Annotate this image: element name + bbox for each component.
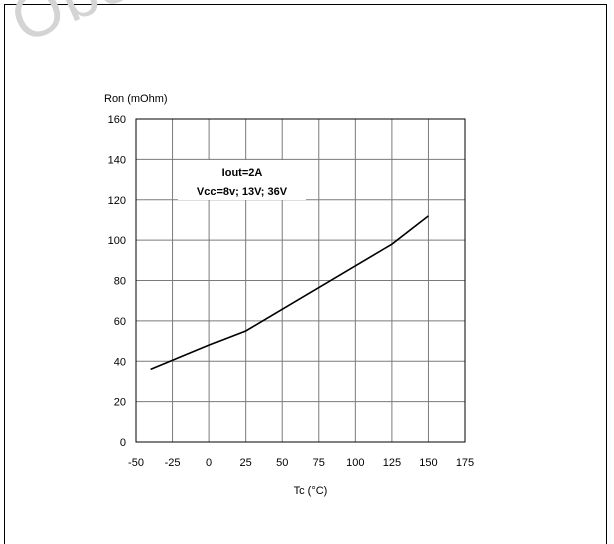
x-axis-tick-labels: -50 -25 0 25 50 75 100 125 150 175 xyxy=(128,457,474,469)
y-axis-label: Ron (mOhm) xyxy=(104,93,168,105)
series-line xyxy=(150,215,429,371)
annotation-box: Iout=2A Vcc=8v; 13V; 36V xyxy=(178,160,306,200)
x-tick-label: 50 xyxy=(276,457,288,469)
grid-lines xyxy=(136,119,465,442)
y-tick-label: 20 xyxy=(114,397,126,409)
x-tick-label: 0 xyxy=(206,457,212,469)
x-tick-label: 100 xyxy=(346,457,364,469)
x-tick-label: -50 xyxy=(128,457,144,469)
x-tick-label: 125 xyxy=(383,457,401,469)
y-tick-label: 100 xyxy=(108,235,126,247)
x-tick-label: -25 xyxy=(165,457,181,469)
y-tick-label: 80 xyxy=(114,276,126,288)
data-series xyxy=(150,215,429,371)
y-tick-label: 40 xyxy=(114,356,126,368)
x-axis-label: Tc (°C) xyxy=(294,485,328,497)
annotation-line-2: Vcc=8v; 13V; 36V xyxy=(197,186,288,198)
x-tick-label: 175 xyxy=(456,457,474,469)
figure-frame xyxy=(4,4,607,544)
annotation-line-1: Iout=2A xyxy=(222,167,263,179)
y-tick-label: 160 xyxy=(108,114,126,126)
x-tick-label: 150 xyxy=(419,457,437,469)
y-tick-label: 120 xyxy=(108,195,126,207)
y-tick-label: 0 xyxy=(120,437,126,449)
x-tick-label: 75 xyxy=(313,457,325,469)
y-tick-label: 60 xyxy=(114,316,126,328)
y-tick-label: 140 xyxy=(108,154,126,166)
y-axis-tick-labels: 0 20 40 60 80 100 120 140 160 xyxy=(108,114,126,449)
x-tick-label: 25 xyxy=(240,457,252,469)
plot-area-border xyxy=(135,118,466,443)
annotation-background xyxy=(178,160,306,200)
